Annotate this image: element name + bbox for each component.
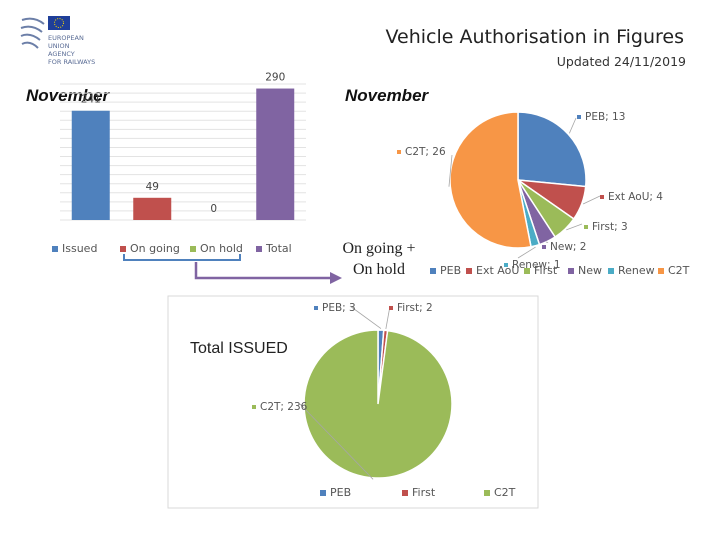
pie-slice-peb [517, 111, 587, 188]
pie-data-label: PEB; 3 [322, 302, 356, 314]
legend-item-c2t: C2T [484, 486, 515, 499]
bracket-ongoing-onhold [123, 254, 241, 261]
pie-slice-c2t [449, 111, 532, 249]
pie1-caption-line-1: On going + [342, 240, 416, 257]
updated-date: Updated 24/11/2019 [556, 54, 686, 69]
pie-label-swatch [252, 405, 256, 409]
page-title: Vehicle Authorisation in Figures [385, 26, 684, 48]
legend-label: Ext AoU [476, 264, 520, 277]
logo-line-4: FOR RAILWAYS [48, 58, 95, 66]
legend-item-peb: PEB [320, 486, 351, 499]
pie-data-label: C2T; 236 [260, 401, 308, 413]
eu-flag-icon [48, 16, 70, 30]
legend-label: First [534, 264, 558, 277]
legend-item-ext-aou: Ext AoU [466, 264, 519, 277]
legend-item-new: New [568, 264, 602, 277]
bar-data-label: 290 [265, 72, 285, 84]
pie-label-swatch [504, 263, 508, 267]
pie-slice-c2t [303, 329, 453, 479]
bar-issued [71, 110, 110, 220]
legend-item-c2t: C2T [658, 264, 689, 277]
pie-data-label: C2T; 26 [405, 146, 446, 158]
legend-swatch [466, 267, 472, 274]
legend-label: Renew [618, 264, 655, 277]
bar-data-label: 0 [210, 203, 217, 215]
legend-label: PEB [330, 486, 352, 499]
pie-data-label: First; 3 [592, 221, 628, 233]
legend-item-on-hold: On hold [190, 242, 243, 255]
legend-item-first: First [524, 264, 557, 277]
pie-leader-line [517, 246, 536, 259]
arrow-line [194, 262, 330, 280]
pie-leader-line [448, 154, 453, 187]
pie2-title: Total ISSUED [190, 340, 288, 357]
arrow-head-icon [330, 272, 342, 284]
pie-label-swatch [314, 306, 318, 310]
pie1-caption: On going + On hold [320, 238, 438, 280]
legend-label: On hold [200, 242, 243, 255]
legend-swatch [658, 267, 664, 274]
legend-item-on-going: On going [120, 242, 180, 255]
logo-line-1: EUROPEAN [48, 34, 84, 42]
pie-label-swatch [397, 150, 401, 154]
legend-swatch [402, 489, 408, 496]
pie-data-label: PEB; 13 [585, 111, 625, 123]
bar-data-label: 241 [81, 94, 101, 106]
bar-total [256, 88, 295, 221]
bar-on-going [133, 197, 172, 220]
legend-label: Issued [62, 242, 98, 255]
legend-swatch [484, 489, 490, 496]
legend-swatch [52, 245, 58, 252]
pie-leader-line [566, 223, 583, 231]
legend-swatch [320, 489, 326, 496]
pie-leader-line [299, 403, 374, 480]
pie-leader-line [349, 305, 382, 329]
pie-label-swatch [577, 115, 581, 119]
bar-chart-title: November [26, 86, 110, 105]
legend-swatch [120, 245, 126, 252]
legend-label: C2T [494, 486, 516, 499]
logo-swirl-icon [20, 17, 45, 49]
pie-label-swatch [600, 195, 604, 199]
legend-label: New [578, 264, 602, 277]
legend-item-peb: PEB [430, 264, 461, 277]
pie1-caption-line-2: On hold [353, 261, 405, 278]
legend-swatch [608, 267, 614, 274]
pie-data-label: Ext AoU; 4 [608, 191, 663, 203]
legend-swatch [190, 245, 196, 252]
pie-label-swatch [389, 306, 393, 310]
legend-item-total: Total [256, 242, 292, 255]
legend-label: Total [266, 242, 292, 255]
pie-data-label: New; 2 [550, 241, 586, 253]
pie-label-swatch [584, 225, 588, 229]
legend-item-first: First [402, 486, 435, 499]
pie-leader-line [582, 195, 601, 205]
logo-line-2: UNION [48, 42, 70, 50]
pie-leader-line [568, 117, 577, 134]
legend-swatch [430, 267, 436, 274]
legend-label: C2T [668, 264, 690, 277]
pie-data-label: First; 2 [397, 302, 433, 314]
legend-item-issued: Issued [52, 242, 97, 255]
legend-swatch [524, 267, 530, 274]
bar-data-label: 49 [146, 181, 159, 193]
legend-label: First [412, 486, 436, 499]
pie-label-swatch [542, 245, 546, 249]
logo-line-3: AGENCY [48, 50, 75, 58]
agency-logo: EUROPEAN UNION AGENCY FOR RAILWAYS [18, 14, 128, 70]
legend-item-renew: Renew [608, 264, 655, 277]
pie1-title: November [345, 86, 429, 105]
legend-swatch [568, 267, 574, 274]
legend-label: PEB [440, 264, 462, 277]
legend-swatch [256, 245, 262, 252]
legend-label: On going [130, 242, 180, 255]
